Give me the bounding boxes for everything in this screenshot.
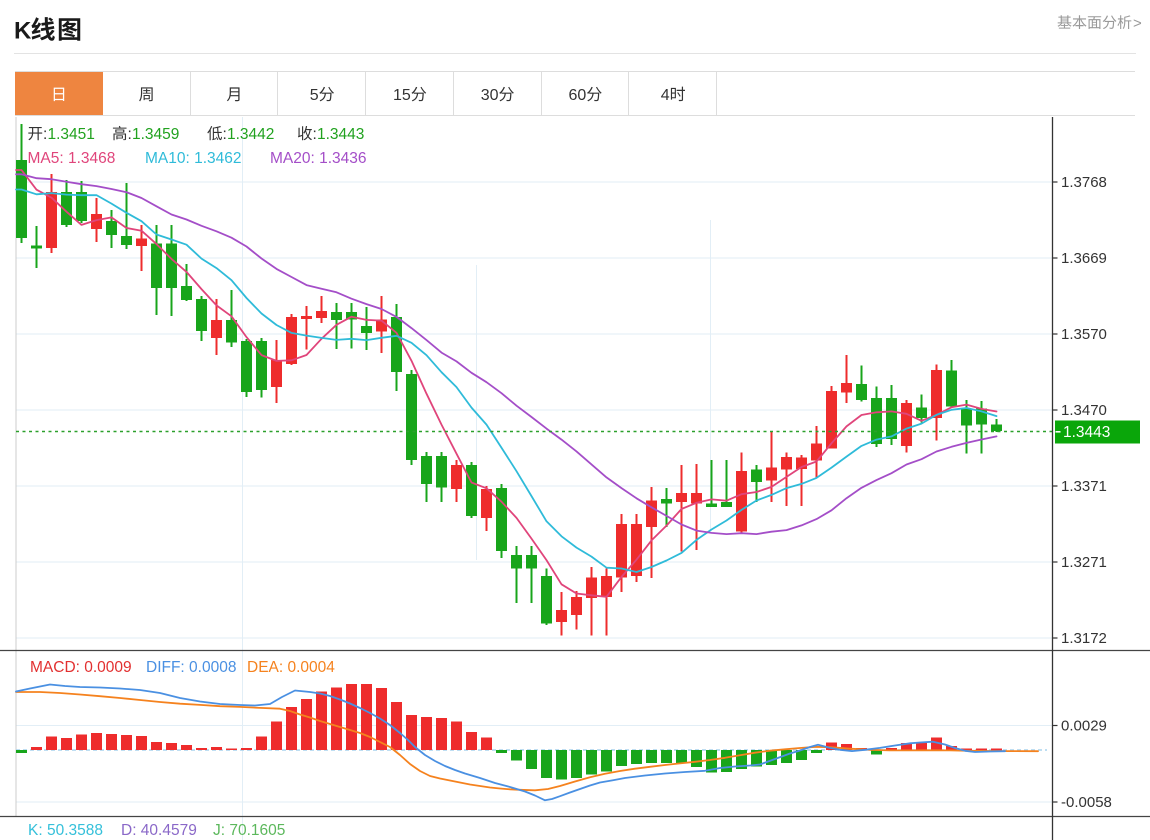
svg-text:1.3470: 1.3470: [1061, 402, 1107, 419]
svg-text:DEA: 0.0004: DEA: 0.0004: [247, 659, 335, 676]
svg-text:1.3669: 1.3669: [1061, 250, 1107, 267]
svg-text:1.3271: 1.3271: [1061, 554, 1107, 571]
svg-text:-0.0058: -0.0058: [1061, 794, 1112, 811]
svg-text:MA10: 1.3462: MA10: 1.3462: [145, 150, 242, 167]
svg-text:K: K: [14, 18, 32, 45]
svg-text:MA5: 1.3468: MA5: 1.3468: [28, 150, 116, 167]
svg-text:4: 4: [661, 87, 670, 104]
svg-text:DIFF: 0.0008: DIFF: 0.0008: [146, 659, 236, 676]
svg-text:D: 40.4579: D: 40.4579: [121, 822, 197, 839]
svg-text:K: 50.3588: K: 50.3588: [28, 822, 103, 839]
svg-text:1.3768: 1.3768: [1061, 174, 1107, 191]
svg-text:>: >: [1133, 15, 1142, 32]
svg-text::: :: [313, 126, 317, 143]
svg-text:15: 15: [393, 87, 411, 104]
svg-text:1.3442: 1.3442: [227, 126, 274, 143]
svg-text:1.3459: 1.3459: [132, 126, 179, 143]
svg-text:MA20: 1.3436: MA20: 1.3436: [270, 150, 367, 167]
svg-text:1.3443: 1.3443: [1063, 424, 1110, 441]
svg-text:5: 5: [310, 87, 319, 104]
svg-text:1.3443: 1.3443: [317, 126, 364, 143]
svg-text:1.3371: 1.3371: [1061, 478, 1107, 495]
svg-text:30: 30: [481, 87, 499, 104]
svg-text:1.3570: 1.3570: [1061, 326, 1107, 343]
svg-text:1.3451: 1.3451: [48, 126, 95, 143]
svg-text::: :: [128, 126, 132, 143]
svg-text:0.0029: 0.0029: [1061, 718, 1107, 735]
svg-text:MACD: 0.0009: MACD: 0.0009: [30, 659, 132, 676]
svg-text:60: 60: [569, 87, 587, 104]
svg-text:1.3172: 1.3172: [1061, 630, 1107, 647]
svg-text::: :: [223, 126, 227, 143]
svg-text:J: 70.1605: J: 70.1605: [213, 822, 285, 839]
svg-text::: :: [43, 126, 47, 143]
